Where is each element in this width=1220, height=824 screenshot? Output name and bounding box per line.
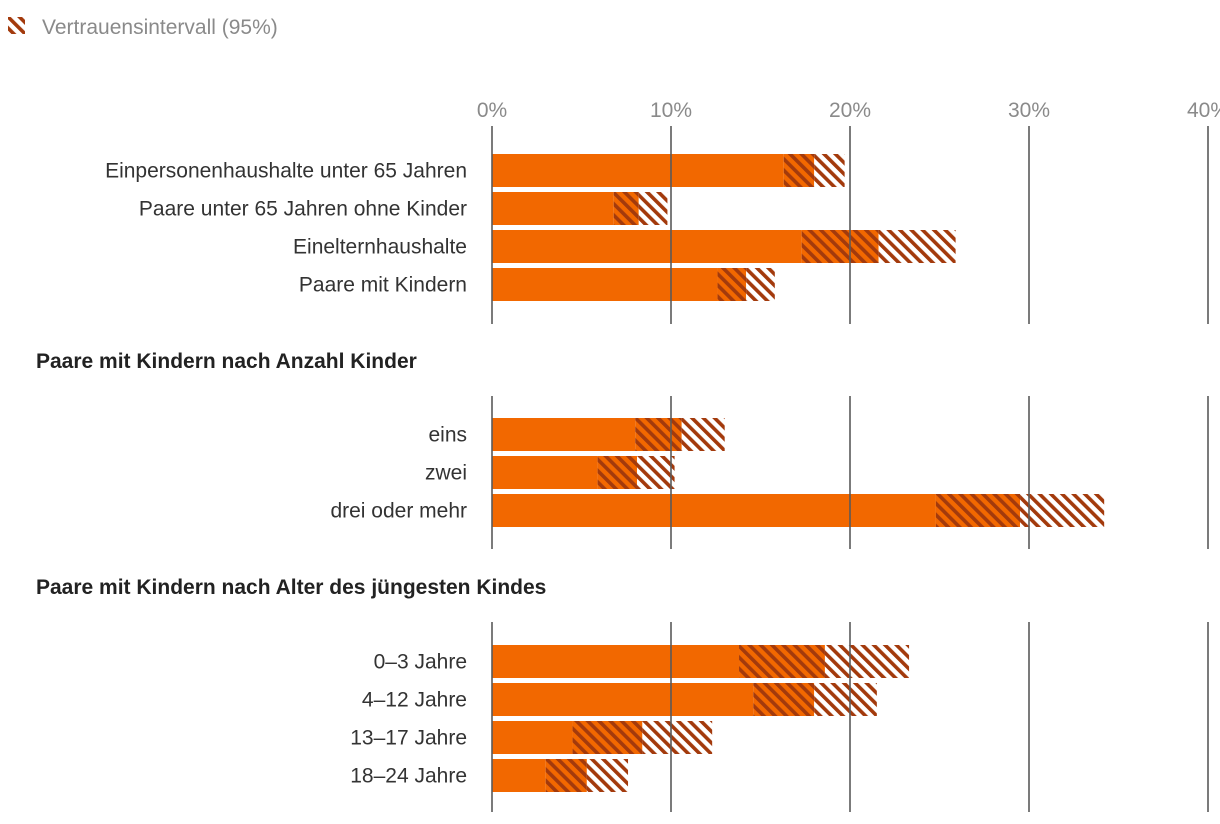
interval-upper bbox=[814, 683, 877, 716]
bar-group: Paare mit Kindern nach Alter des jüngest… bbox=[36, 576, 1209, 812]
bar bbox=[492, 268, 718, 301]
interval-upper bbox=[642, 721, 713, 754]
category-label: 0–3 Jahre bbox=[374, 651, 467, 674]
bar bbox=[492, 645, 740, 678]
interval-lower bbox=[801, 230, 879, 263]
category-label: Einelternhaushalte bbox=[293, 236, 467, 259]
bar-groups: Einpersonenhaushalte unter 65 Jahren Paar… bbox=[36, 126, 1209, 812]
interval-lower bbox=[597, 456, 637, 489]
bar bbox=[492, 154, 784, 187]
interval-upper bbox=[814, 154, 845, 187]
interval-lower bbox=[613, 192, 639, 225]
category-label: 4–12 Jahre bbox=[362, 689, 467, 712]
group-title: Paare mit Kindern nach Anzahl Kinder bbox=[36, 350, 417, 373]
group-title: Paare mit Kindern nach Alter des jüngest… bbox=[36, 576, 546, 599]
interval-upper bbox=[681, 418, 725, 451]
bar bbox=[492, 721, 573, 754]
interval-upper bbox=[638, 192, 668, 225]
interval-lower bbox=[572, 721, 643, 754]
interval-upper bbox=[636, 456, 675, 489]
interval-lower bbox=[739, 645, 825, 678]
bar-group: Paare mit Kindern nach Anzahl Kinder eins… bbox=[36, 350, 1209, 549]
x-tick-label: 20% bbox=[829, 99, 871, 122]
interval-lower bbox=[783, 154, 815, 187]
category-label: drei oder mehr bbox=[330, 500, 467, 523]
category-label: 18–24 Jahre bbox=[350, 765, 467, 788]
bar bbox=[492, 230, 802, 263]
interval-lower bbox=[753, 683, 815, 716]
bar bbox=[492, 494, 936, 527]
interval-lower bbox=[717, 268, 747, 301]
category-label: 13–17 Jahre bbox=[350, 727, 467, 750]
x-axis-ticks: 0% 10% 20% 30% 40% bbox=[477, 99, 1220, 122]
legend-label: Vertrauensintervall (95%) bbox=[42, 16, 278, 39]
interval-lower bbox=[545, 759, 587, 792]
bar bbox=[492, 683, 754, 716]
bar bbox=[492, 192, 614, 225]
interval-lower bbox=[935, 494, 1021, 527]
category-label: Einpersonenhaushalte unter 65 Jahren bbox=[105, 160, 467, 183]
bar bbox=[492, 418, 636, 451]
x-tick-label: 30% bbox=[1008, 99, 1050, 122]
interval-upper bbox=[1020, 494, 1105, 527]
legend: Vertrauensintervall (95%) bbox=[8, 16, 278, 39]
x-tick-label: 40% bbox=[1187, 99, 1220, 122]
x-tick-label: 0% bbox=[477, 99, 507, 122]
interval-lower bbox=[635, 418, 682, 451]
category-label: Paare unter 65 Jahren ohne Kinder bbox=[139, 198, 467, 221]
bar bbox=[492, 759, 546, 792]
interval-upper bbox=[746, 268, 775, 301]
bar-group: Einpersonenhaushalte unter 65 Jahren Paar… bbox=[105, 126, 1209, 324]
interval-upper bbox=[586, 759, 629, 792]
interval-upper bbox=[824, 645, 910, 678]
x-tick-label: 10% bbox=[650, 99, 692, 122]
category-label: eins bbox=[428, 424, 467, 447]
category-label: Paare mit Kindern bbox=[299, 274, 467, 297]
interval-upper bbox=[878, 230, 956, 263]
category-label: zwei bbox=[425, 462, 467, 485]
legend-swatch bbox=[8, 17, 25, 34]
bar bbox=[492, 456, 598, 489]
